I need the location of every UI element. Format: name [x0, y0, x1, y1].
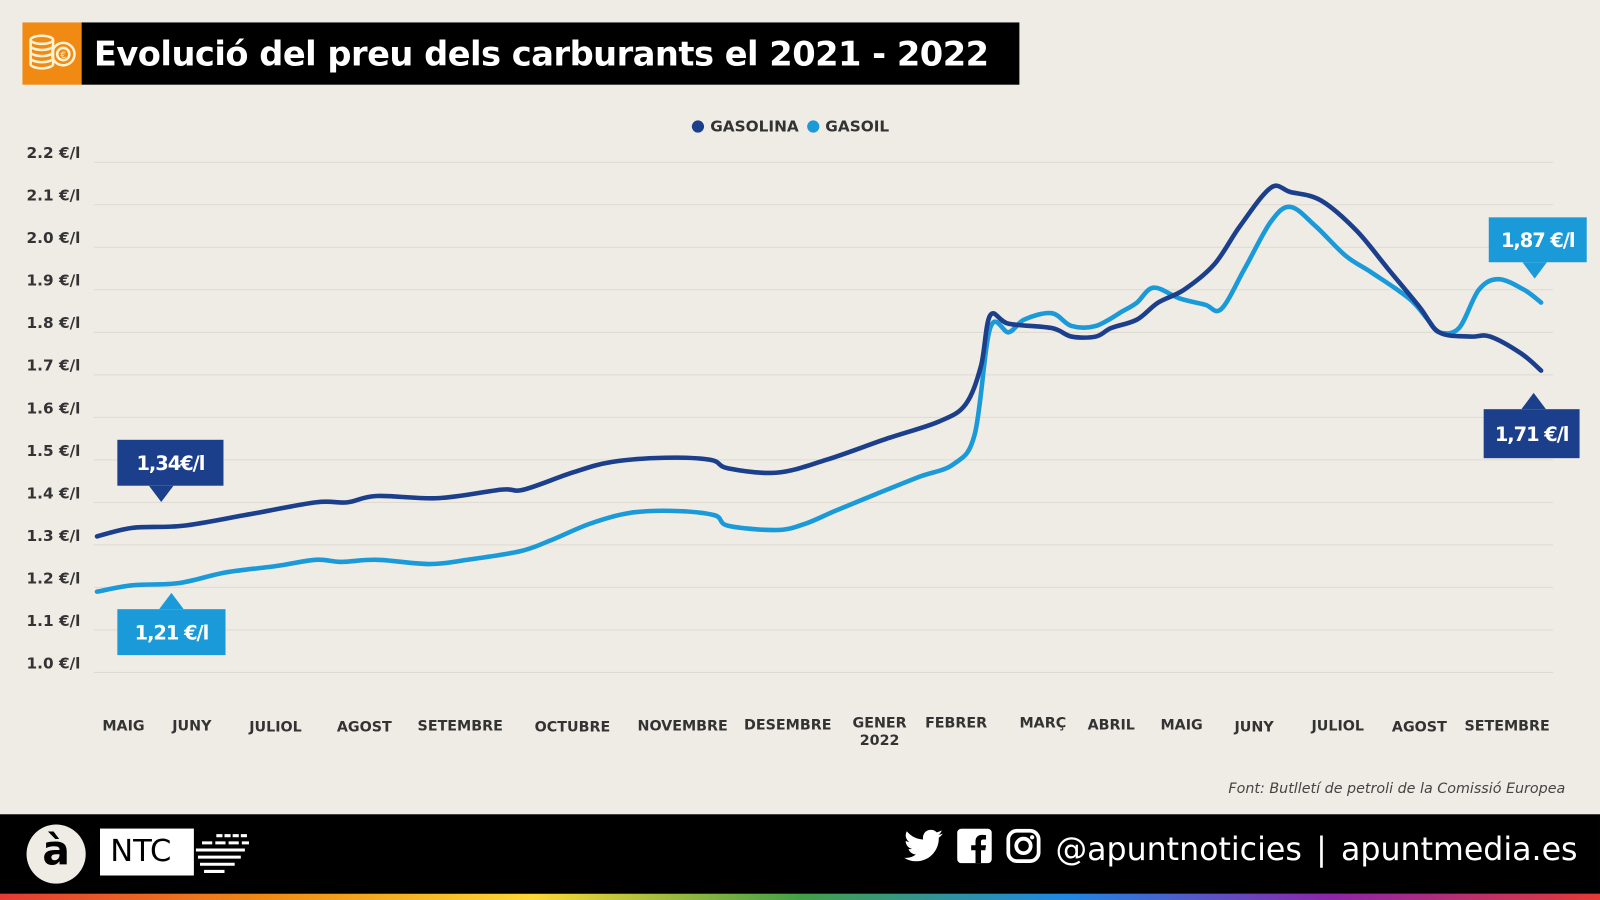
gasolina-end-callout-pointer	[1521, 392, 1546, 410]
x-tick-label: JUNY	[1233, 720, 1274, 736]
gasoil-start-callout-pointer	[159, 592, 184, 610]
gasolina-end-callout-box	[1483, 409, 1580, 459]
y-tick-label: 1.9 €/l	[27, 272, 81, 290]
facebook-icon[interactable]	[957, 828, 993, 872]
x-tick-label: AGOST	[337, 720, 392, 736]
website-link[interactable]: apuntmedia.es	[1341, 831, 1578, 869]
x-tick-label: NOVEMBRE	[638, 719, 728, 735]
series-line-gasolina	[94, 183, 1544, 539]
gasoil-start-callout-box	[117, 609, 226, 656]
legend-item-gasoil: GASOIL	[806, 117, 890, 136]
x-tick-label: SETEMBRE	[418, 719, 503, 735]
instagram-icon[interactable]	[1006, 828, 1042, 872]
gasoil-end-callout-box	[1488, 217, 1587, 263]
y-tick-label: 1.7 €/l	[27, 357, 81, 375]
line-chart: 2.2 €/l 2.1 €/l 2.0 €/l 1.9 €/l 1.8 €/l 1.7 €…	[27, 144, 1587, 749]
y-tick-label: 1.1 €/l	[27, 612, 81, 630]
social-links: @apuntnoticies | apuntmedia.es	[904, 828, 1578, 872]
x-tick-label: MAIG	[1160, 718, 1202, 734]
legend-marker	[806, 120, 820, 133]
y-tick-label: 1.8 €/l	[27, 314, 81, 332]
legend-label: GASOLINA	[710, 117, 799, 136]
x-tick-label: JULIOL	[248, 720, 302, 736]
title-bar: € Evolució del preu dels carburants el 2…	[22, 22, 1020, 85]
gasoil-end-callout-pointer	[1522, 262, 1547, 279]
y-tick-label: 1.0 €/l	[27, 654, 81, 672]
apunt-logo: à	[26, 824, 86, 884]
y-tick-label: 1.5 €/l	[27, 442, 81, 460]
x-tick-label: OCTUBRE	[535, 720, 611, 736]
y-tick-label: 1.3 €/l	[27, 527, 81, 545]
series-line-gasoil	[94, 204, 1544, 594]
separator: |	[1316, 831, 1327, 869]
coins-euro-icon: €	[22, 22, 82, 85]
x-tick-label: DESEMBRE	[744, 718, 831, 734]
x-tick-label: FEBRER	[925, 716, 987, 732]
gasolina-start-callout-label: 1,34€/l	[136, 452, 204, 475]
gasolina-start-callout-pointer	[148, 485, 174, 503]
y-tick-label: 1.2 €/l	[27, 569, 81, 587]
x-tick-label: JULIOL	[1310, 719, 1364, 735]
rainbow-stripe	[0, 893, 1600, 900]
x-tick-label: JUNY	[171, 719, 212, 735]
gasoil-end-callout-label: 1,87 €/l	[1501, 229, 1575, 252]
x-tick-label: MARÇ	[1019, 716, 1066, 732]
ntc-lines-icon	[195, 834, 249, 873]
source-note: Font: Butlletí de petroli de la Comissió…	[1228, 780, 1566, 797]
gasolina-start-callout-box	[117, 439, 224, 486]
x-tick-sublabel: 2022	[860, 733, 900, 749]
footer: à NTC @apuntnoticies | apuntmedia.es	[0, 814, 1600, 894]
x-tick-label: SETEMBRE	[1464, 719, 1549, 735]
twitter-handle-link[interactable]: @apuntnoticies	[1055, 831, 1302, 869]
ntc-logo: NTC	[99, 828, 194, 876]
x-tick-label: GENER	[853, 716, 907, 732]
svg-text:€: €	[60, 50, 66, 61]
twitter-icon[interactable]	[904, 829, 944, 871]
legend: GASOLINA GASOIL	[691, 117, 890, 136]
legend-marker	[691, 120, 705, 133]
y-tick-label: 2.1 €/l	[27, 187, 81, 205]
x-tick-label: AGOST	[1392, 720, 1447, 736]
y-tick-label: 2.0 €/l	[27, 229, 81, 247]
y-tick-label: 2.2 €/l	[27, 144, 81, 162]
gasolina-end-callout-label: 1,71 €/l	[1495, 423, 1569, 446]
gasoil-start-callout-label: 1,21 €/l	[135, 621, 209, 644]
legend-label: GASOIL	[825, 117, 890, 136]
chart-title: Evolució del preu dels carburants el 202…	[81, 22, 1020, 85]
y-tick-label: 1.4 €/l	[27, 484, 81, 502]
legend-item-gasolina: GASOLINA	[691, 117, 799, 136]
x-tick-label: MAIG	[102, 719, 144, 735]
x-tick-label: ABRIL	[1088, 718, 1135, 734]
y-tick-label: 1.6 €/l	[27, 399, 81, 417]
